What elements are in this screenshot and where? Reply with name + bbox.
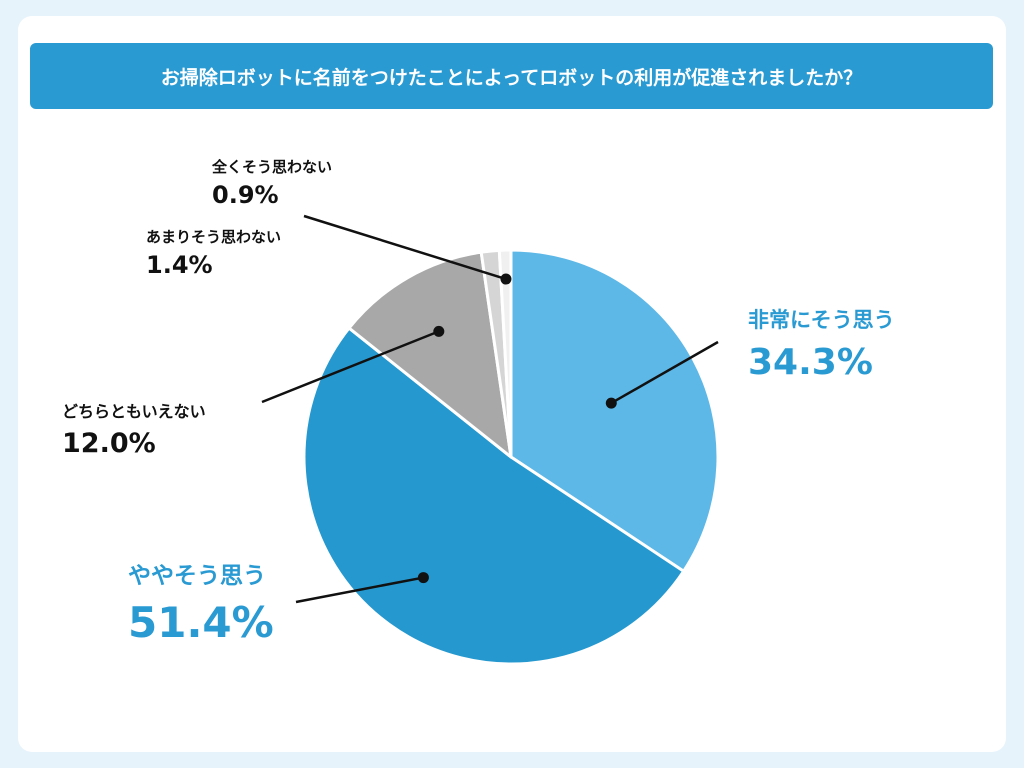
label-somewhat-agree: ややそう思う 51.4%	[128, 563, 274, 647]
leader-dot	[433, 325, 445, 337]
leader-line	[261, 330, 440, 404]
label-somewhat-disagree: あまりそう思わない 1.4%	[146, 228, 282, 279]
leader-dot	[500, 273, 512, 285]
label-strongly-agree: 非常にそう思う 34.3%	[748, 308, 895, 383]
slice-strongly-disagree	[497, 248, 513, 459]
leader-dot	[605, 397, 617, 409]
chart-title: お掃除ロボットに名前をつけたことによってロボットの利用が促進されましたか？	[30, 43, 993, 109]
label-strongly-disagree: 全くそう思わない 0.9%	[212, 158, 333, 209]
slice-neutral	[347, 250, 513, 459]
leader-line	[303, 214, 507, 281]
slice-somewhat-agree	[302, 326, 686, 666]
leader-line	[295, 576, 424, 604]
label-neutral: どちらともいえない 12.0%	[62, 402, 206, 459]
leader-line	[610, 340, 719, 405]
leader-dot	[417, 572, 429, 584]
